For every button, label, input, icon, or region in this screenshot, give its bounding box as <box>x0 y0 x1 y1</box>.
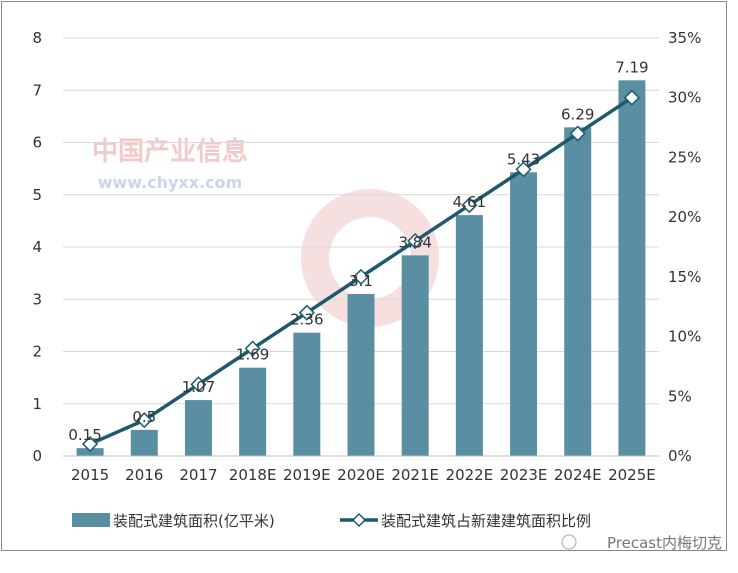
watermark-url: www.chyxx.com <box>98 173 243 192</box>
right-tick-label: 30% <box>668 89 701 107</box>
bar-data-label: 3.1 <box>349 272 373 290</box>
x-tick-label: 2019E <box>283 466 331 484</box>
left-tick-label: 1 <box>32 395 42 413</box>
legend-line-marker <box>351 512 367 528</box>
right-tick-label: 20% <box>668 208 701 226</box>
x-tick-label: 2016 <box>125 466 163 484</box>
line-marker <box>407 232 424 250</box>
chart-frame <box>1 1 727 551</box>
x-tick-label: 2022E <box>446 466 494 484</box>
bar <box>184 400 212 456</box>
left-tick-label: 0 <box>32 447 42 465</box>
line-marker <box>82 435 99 453</box>
bar-data-label: 2.36 <box>290 311 323 329</box>
bar <box>455 215 483 456</box>
x-tick-label: 2024E <box>554 466 602 484</box>
right-tick-label: 25% <box>668 148 701 166</box>
bar-data-label: 1.07 <box>182 378 215 396</box>
bar <box>130 429 158 456</box>
left-tick-label: 5 <box>32 186 42 204</box>
bar-data-label: 0.5 <box>132 408 156 426</box>
right-tick-label: 35% <box>668 29 701 47</box>
line-marker <box>569 125 586 142</box>
legend-bar-swatch <box>72 513 110 527</box>
bar <box>510 172 538 456</box>
x-tick-label: 2015 <box>71 466 109 484</box>
bar <box>401 255 429 456</box>
bar-data-label: 4.61 <box>453 193 486 211</box>
bar <box>239 367 267 456</box>
left-tick-label: 3 <box>32 290 42 308</box>
line-marker <box>298 304 315 321</box>
bar <box>618 80 646 456</box>
right-tick-label: 5% <box>668 387 692 405</box>
line-marker <box>623 89 640 106</box>
legend-bar-label: 装配式建筑面积(亿平米) <box>113 512 275 530</box>
x-tick-label: 2023E <box>500 466 548 484</box>
x-tick-label: 2025E <box>608 466 656 484</box>
x-tick-label: 2021E <box>391 466 439 484</box>
line-marker <box>136 412 153 429</box>
credit-text: Precast内梅切克 <box>607 534 722 552</box>
bar-data-label: 3.84 <box>398 233 431 251</box>
bar <box>347 294 375 456</box>
wechat-icon <box>561 534 577 550</box>
line-marker <box>352 268 370 285</box>
line-marker <box>190 376 207 393</box>
bar-data-label: 1.69 <box>236 346 269 364</box>
right-tick-label: 10% <box>668 328 701 346</box>
x-tick-label: 2018E <box>229 466 277 484</box>
left-tick-label: 7 <box>32 81 42 99</box>
bar-data-label: 5.43 <box>507 150 540 168</box>
bar-data-label: 7.19 <box>615 58 648 76</box>
bar <box>293 332 321 456</box>
line-marker <box>461 197 478 214</box>
line-marker <box>244 340 261 357</box>
line-marker <box>515 161 532 178</box>
right-tick-label: 0% <box>668 447 692 465</box>
left-tick-label: 8 <box>32 29 42 47</box>
left-tick-label: 4 <box>32 238 42 256</box>
x-tick-label: 2017 <box>179 466 217 484</box>
left-tick-label: 2 <box>32 343 42 361</box>
bar-data-label: 0.15 <box>68 426 101 444</box>
bar-data-label: 6.29 <box>561 105 594 123</box>
watermark-text: 中国产业信息 <box>92 136 248 167</box>
left-tick-label: 6 <box>32 134 42 152</box>
bar <box>564 127 592 456</box>
right-tick-label: 15% <box>668 268 701 286</box>
legend-line-label: 装配式建筑占新建建筑面积比例 <box>381 512 591 530</box>
x-tick-label: 2020E <box>337 466 385 484</box>
